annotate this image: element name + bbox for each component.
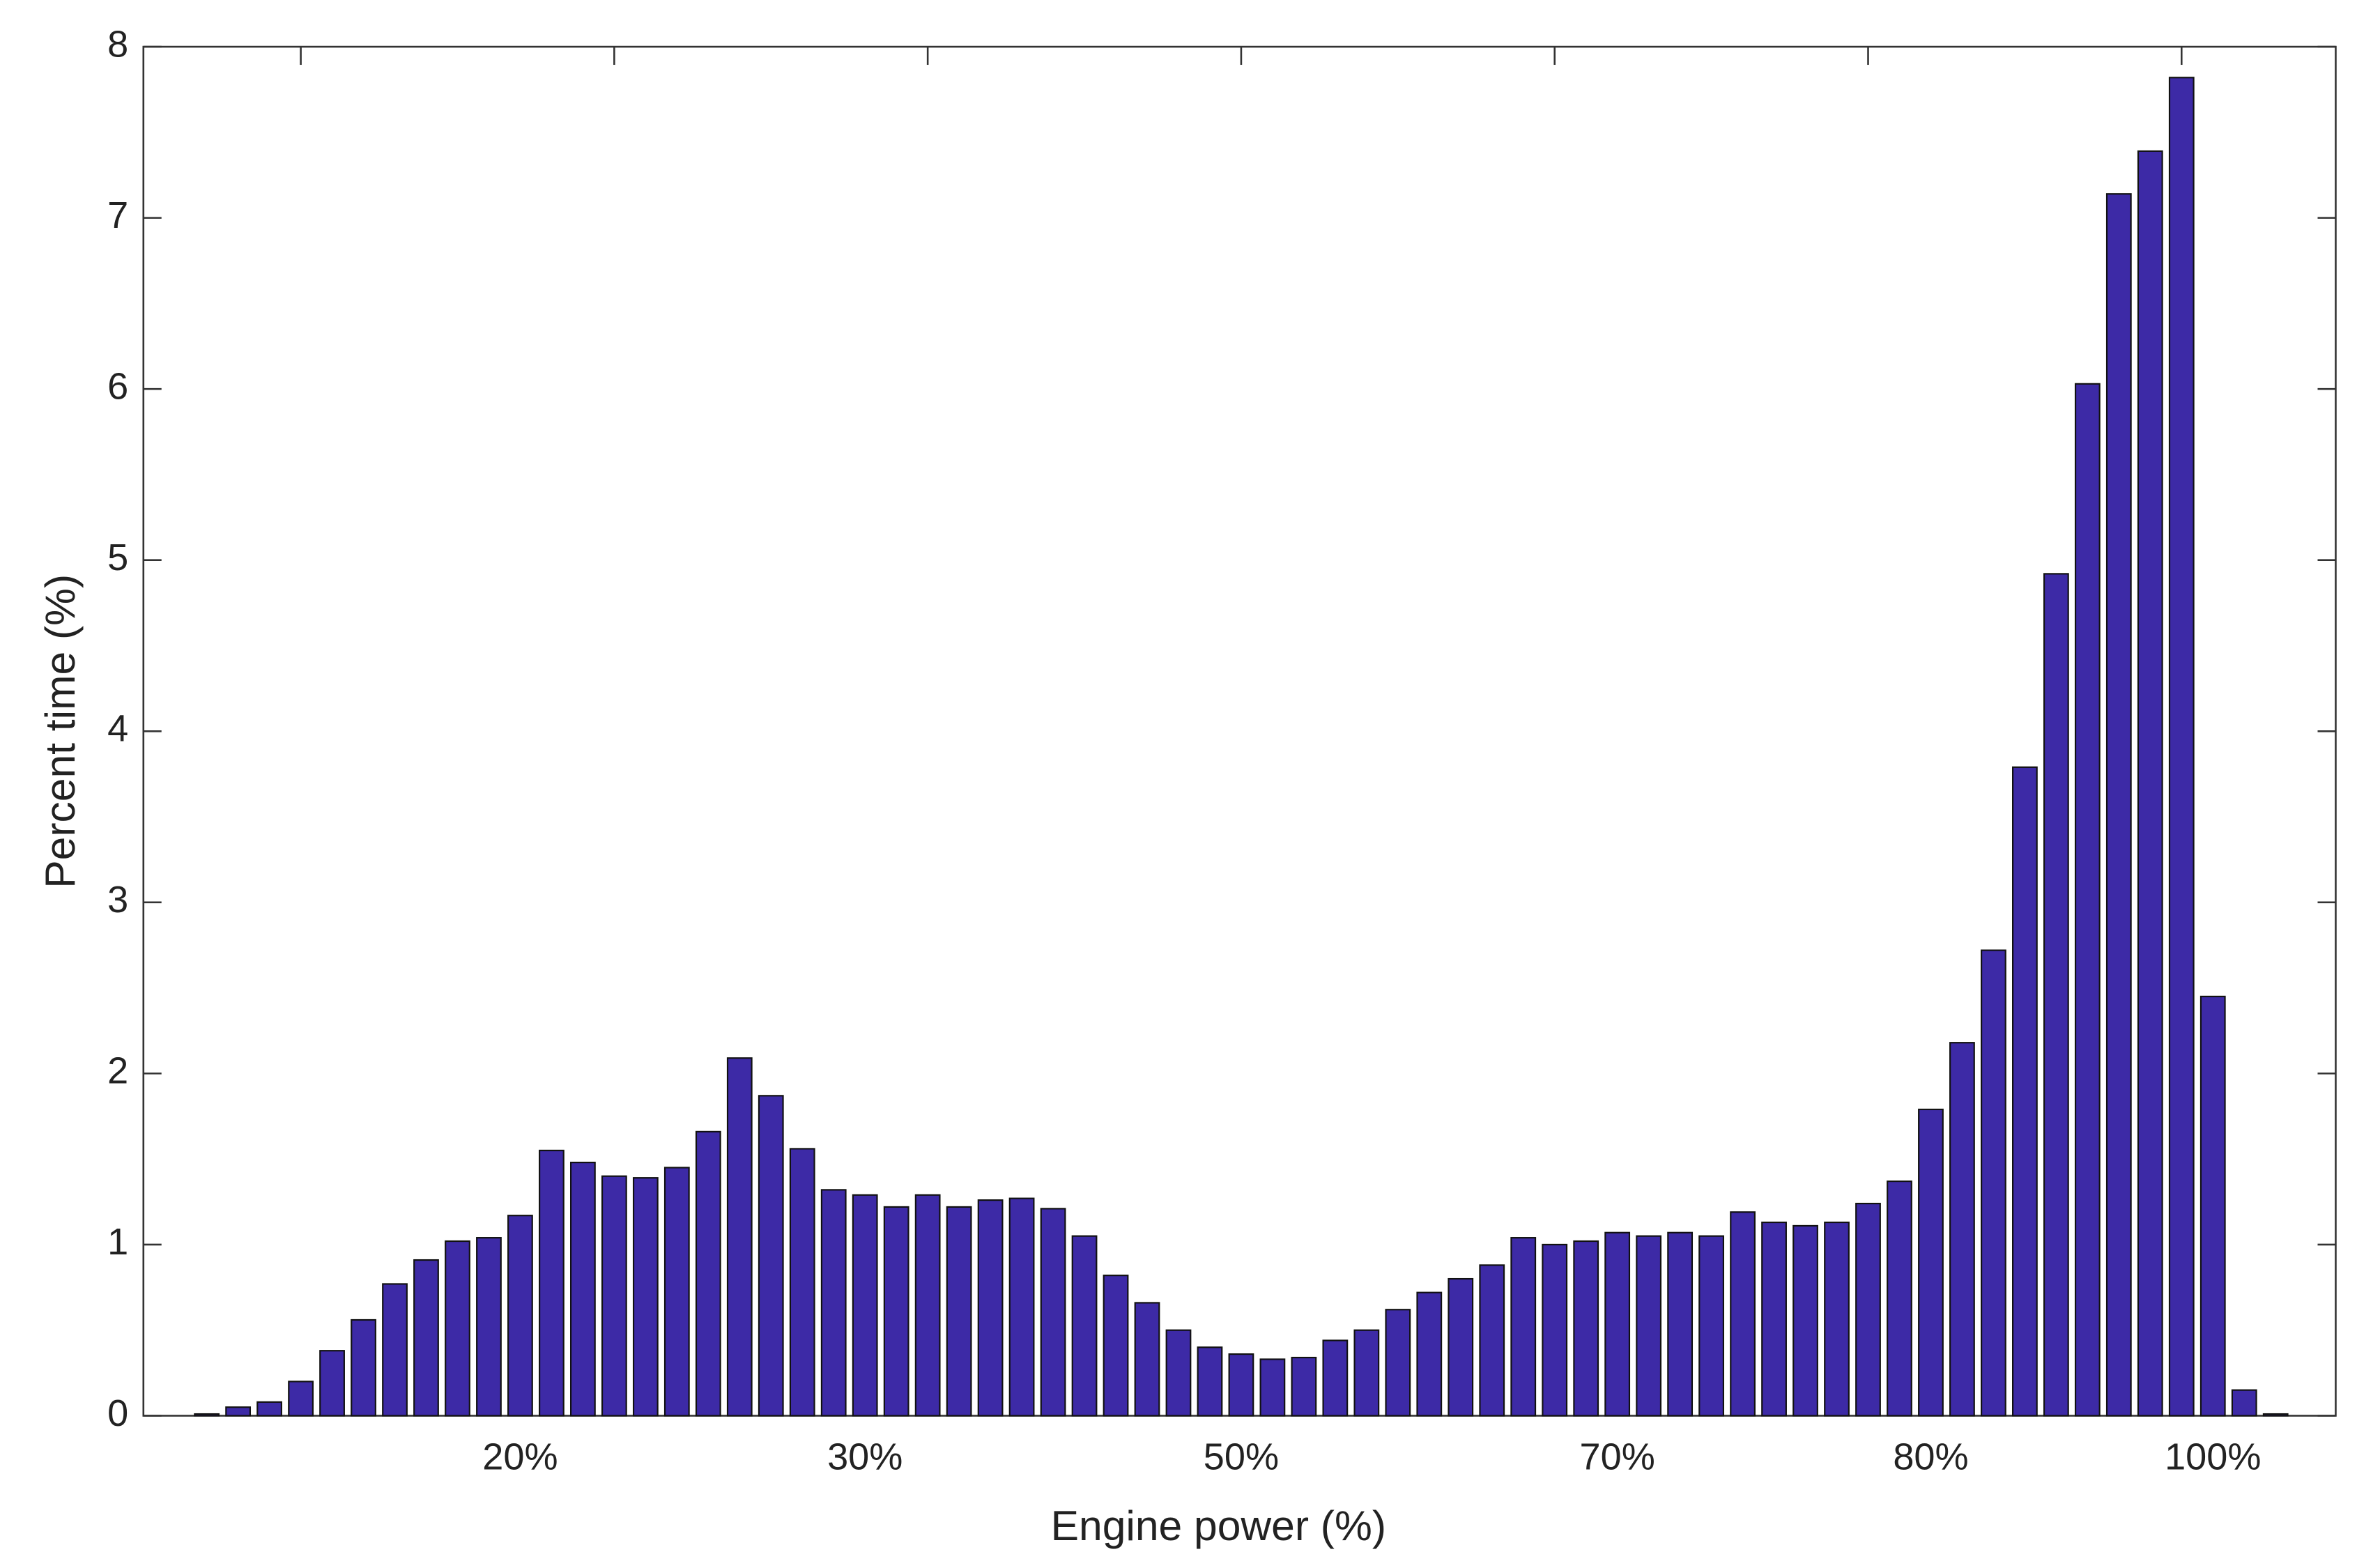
bar: [1636, 1235, 1662, 1417]
bar: [946, 1206, 972, 1417]
bar: [1698, 1235, 1725, 1417]
bar: [695, 1130, 721, 1417]
bar: [1259, 1358, 1286, 1417]
y-tick-label: 4: [107, 708, 128, 750]
y-tick-label: 1: [107, 1221, 128, 1263]
bar: [1416, 1291, 1443, 1417]
y-tick-label: 0: [107, 1392, 128, 1434]
bar: [977, 1199, 1004, 1417]
x-tick-label: 20%: [482, 1436, 558, 1478]
x-tick-label: 70%: [1580, 1436, 1655, 1478]
bar: [476, 1237, 502, 1417]
bar: [1667, 1231, 1694, 1417]
bar: [1385, 1309, 1411, 1417]
bar: [194, 1413, 220, 1417]
plot-frame: [142, 45, 2337, 1417]
bar: [256, 1401, 282, 1417]
bar: [1353, 1329, 1380, 1417]
y-tick-label: 2: [107, 1050, 128, 1092]
bar: [1228, 1353, 1254, 1417]
x-tick-label: 30%: [827, 1436, 903, 1478]
bar: [632, 1177, 659, 1417]
bar: [2105, 193, 2132, 1417]
bar: [820, 1189, 847, 1417]
bar: [2074, 383, 2101, 1417]
bar: [852, 1194, 878, 1417]
bar: [1573, 1240, 1599, 1417]
y-tick-label: 3: [107, 879, 128, 921]
bar: [445, 1240, 470, 1417]
bar: [1071, 1235, 1098, 1417]
bar: [1291, 1356, 1317, 1417]
y-tick-label: 8: [107, 23, 128, 65]
bar: [2137, 150, 2163, 1417]
x-axis-title: Engine power (%): [1051, 1502, 1386, 1549]
bar: [1855, 1202, 1881, 1417]
bar: [1008, 1197, 1035, 1417]
y-tick-label: 6: [107, 365, 128, 407]
bar: [2043, 573, 2069, 1417]
bar: [1887, 1181, 1912, 1417]
bar: [1918, 1108, 1944, 1417]
bar: [758, 1095, 784, 1417]
bar: [413, 1259, 439, 1417]
bar: [2231, 1389, 2257, 1417]
bar: [1510, 1237, 1537, 1417]
bar: [1103, 1275, 1129, 1417]
bar: [2168, 77, 2195, 1417]
bar: [914, 1194, 941, 1417]
bar: [539, 1149, 565, 1417]
bar: [1604, 1231, 1631, 1417]
bar: [1761, 1221, 1787, 1417]
bar: [663, 1167, 690, 1417]
bar: [1981, 949, 2006, 1417]
bar: [1040, 1208, 1066, 1417]
bar: [726, 1057, 753, 1417]
bar: [1322, 1339, 1349, 1417]
bar: [1949, 1042, 1975, 1417]
bar: [351, 1319, 376, 1417]
bar: [2199, 995, 2226, 1417]
bar: [319, 1350, 345, 1417]
bar: [2262, 1413, 2289, 1417]
bar: [288, 1381, 314, 1417]
bar: [1448, 1277, 1474, 1417]
bar: [1792, 1224, 1818, 1417]
bar: [570, 1161, 596, 1417]
bar: [507, 1215, 533, 1417]
y-tick-label: 7: [107, 194, 128, 236]
bar: [225, 1406, 252, 1417]
bar: [601, 1175, 627, 1417]
x-tick-label: 100%: [2165, 1436, 2261, 1478]
bar: [1730, 1211, 1756, 1417]
y-axis-title: Percent time (%): [36, 574, 84, 889]
x-tick-label: 80%: [1893, 1436, 1968, 1478]
bar: [1197, 1346, 1223, 1417]
x-tick-label: 50%: [1204, 1436, 1279, 1478]
bar: [2012, 766, 2038, 1417]
bar: [1542, 1243, 1568, 1417]
bar: [1479, 1264, 1505, 1417]
bar: [1165, 1329, 1192, 1417]
bar: [789, 1148, 815, 1417]
bar: [1824, 1221, 1850, 1417]
bar: [382, 1283, 408, 1417]
y-tick-label: 5: [107, 537, 128, 578]
bar: [883, 1206, 909, 1417]
bar: [1134, 1302, 1160, 1417]
